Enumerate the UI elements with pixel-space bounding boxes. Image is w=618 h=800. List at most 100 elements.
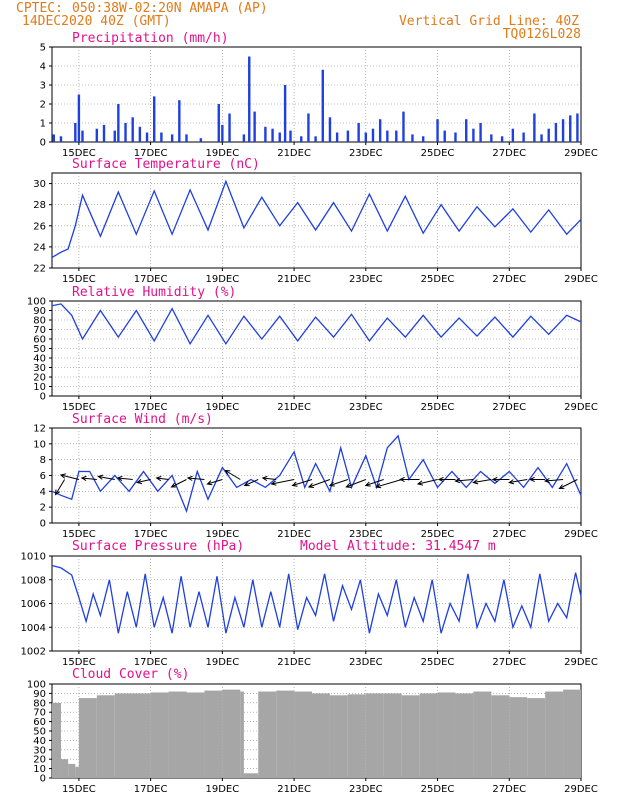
precip-bar [131,117,134,142]
header-grid-note: Vertical Grid Line: 40Z [399,14,579,29]
temperature-title: Surface Temperature (nC) [72,157,260,172]
cloud-bar [455,693,474,778]
wind-vector-arrow [375,479,402,489]
precip-bar [472,128,475,142]
precip-bar [264,126,267,142]
temperature-ytick-label: 24 [33,242,46,253]
temperature-xtick-label: 17DEC [134,274,168,285]
precip-bar [500,136,504,142]
temperature-xtick-label: 21DEC [277,274,311,285]
precip-bar [113,130,116,142]
temperature-ytick-label: 26 [33,221,46,232]
cloud-ytick-label: 0 [40,774,46,785]
cloud-bar [365,693,384,778]
humidity-xtick-label: 27DEC [492,402,526,413]
precip-bar [346,130,350,142]
precip-bar [411,134,414,142]
humidity-xtick-label: 19DEC [205,402,239,413]
precip-bar [278,132,281,142]
temperature-ytick-label: 30 [33,179,46,190]
cloud-ytick-label: 30 [33,745,46,756]
cloud-cover-title: Cloud Cover (%) [72,667,189,682]
temperature-xtick-label: 15DEC [62,274,96,285]
cloud-xtick-label: 17DEC [134,784,168,795]
humidity-xtick-label: 21DEC [277,402,311,413]
cloud-bar [294,691,313,778]
wind-vector-arrow [345,479,366,488]
precip-bar [479,123,482,142]
precip-bar [221,124,224,142]
humidity-ytick-label: 60 [33,335,46,346]
precip-bar [248,56,251,142]
humidity-ytick-label: 0 [40,392,46,403]
wind-vector-arrow [508,479,528,485]
precip-bar [271,128,274,142]
humidity-xtick-label: 23DEC [349,402,383,413]
temperature-ytick-label: 28 [33,200,46,211]
temperature-ytick-label: 22 [33,264,46,275]
precip-bar [95,128,99,142]
precip-bar [153,96,156,142]
cloud-bar [347,694,366,778]
cloud-bar [114,693,151,778]
wind-ytick-label: 12 [33,424,46,435]
pressure-xtick-label: 29DEC [564,657,598,668]
pressure-xtick-label: 21DEC [277,657,311,668]
wind-xtick-label: 23DEC [349,529,383,540]
wind-vector-arrow [328,479,349,487]
cloud-bar [78,698,97,778]
cloud-bar [186,692,205,778]
cloud-bar [545,691,564,778]
precip-bar [328,117,332,142]
precip-bar [454,132,457,142]
precip-xtick-label: 29DEC [564,148,598,159]
pressure-ytick-label: 1002 [21,647,46,658]
wind-vector-arrow [206,479,223,486]
cloud-bar [401,695,420,778]
humidity-title: Relative Humidity (%) [72,285,236,300]
cloud-bar [75,766,79,778]
wind-vector-arrow [97,474,115,480]
pressure-panel: Surface Pressure (hPa) Model Altitude: 3… [21,539,598,668]
cloud-ytick-label: 60 [33,717,46,728]
wind-ytick-label: 2 [40,503,46,514]
precip-ytick-label: 5 [40,43,46,54]
precip-bar [283,85,287,142]
precip-bar [490,134,493,142]
precip-xtick-label: 27DEC [492,148,526,159]
precip-bar [289,130,292,142]
wind-vector-arrow [291,479,313,487]
pressure-xtick-label: 25DEC [421,657,455,668]
precip-bar [145,132,149,142]
precip-bar [511,128,515,142]
precip-bar [52,134,55,142]
cloud-ytick-label: 10 [33,764,46,775]
precip-bar [443,130,446,142]
temperature-panel: Surface Temperature (nC) 22 24 26 28 30 15DEC… [33,157,598,285]
humidity-xtick-label: 29DEC [564,402,598,413]
wind-title: Surface Wind (m/s) [72,412,213,427]
precip-bar [533,113,536,142]
humidity-ytick-label: 100 [27,297,46,308]
cloud-ytick-label: 40 [33,736,46,747]
wind-xtick-label: 27DEC [492,529,526,540]
cloud-ytick-label: 100 [27,680,46,691]
precip-bar [300,136,303,142]
cloud-bar [563,689,581,778]
wind-panel: Surface Wind (m/s) 0 2 4 6 8 10 12 15DEC 17DEC 19… [33,412,598,540]
humidity-ytick-label: 40 [33,354,46,365]
wind-ytick-label: 0 [40,519,46,530]
wind-ytick-label: 6 [40,471,46,482]
cloud-bar [243,773,259,778]
precip-bar [253,111,256,142]
wind-vector-arrow [472,479,492,485]
precip-bar [378,119,382,142]
wind-vector-arrow [491,476,510,483]
precip-bar [547,128,550,142]
precipitation-panel: Precipitation (mm/h) 0 1 2 3 4 5 15DEC 17DEC 19D… [40,31,598,159]
wind-xtick-label: 29DEC [564,529,598,540]
precip-bar [569,115,572,142]
cloud-bar [276,690,295,778]
cloud-xtick-label: 29DEC [564,784,598,795]
